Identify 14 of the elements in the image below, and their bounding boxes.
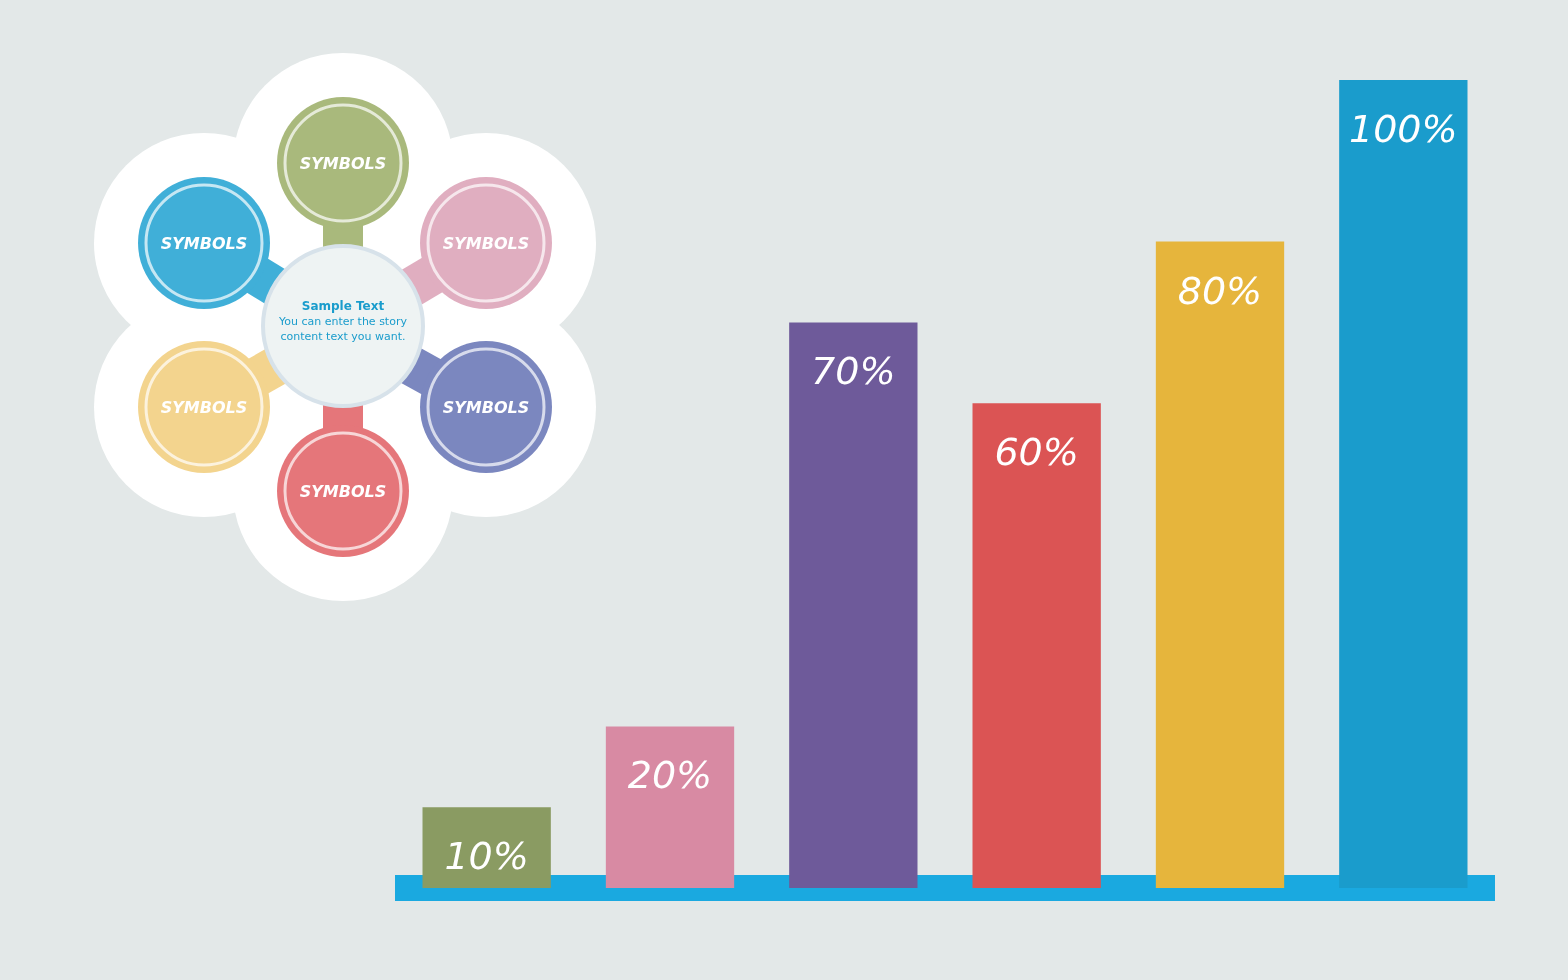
data-label: 100% [1349,107,1458,151]
text: SYMBOLS [160,234,248,253]
data-label: 20% [627,753,713,798]
data-label: 80% [1177,268,1263,313]
text: SYMBOLS [299,482,387,501]
data-label: 60% [994,430,1079,475]
annotation: SYMBOLS [442,398,530,417]
text: Sample Text [301,299,385,313]
data-label: 70% [811,349,896,394]
text: SYMBOLS [299,154,387,173]
annotation: You can enter the story content text you want. [278,315,408,343]
annotation: SYMBOLS [442,234,530,253]
data-label: 10% [444,834,529,879]
text: SYMBOLS [160,398,248,417]
